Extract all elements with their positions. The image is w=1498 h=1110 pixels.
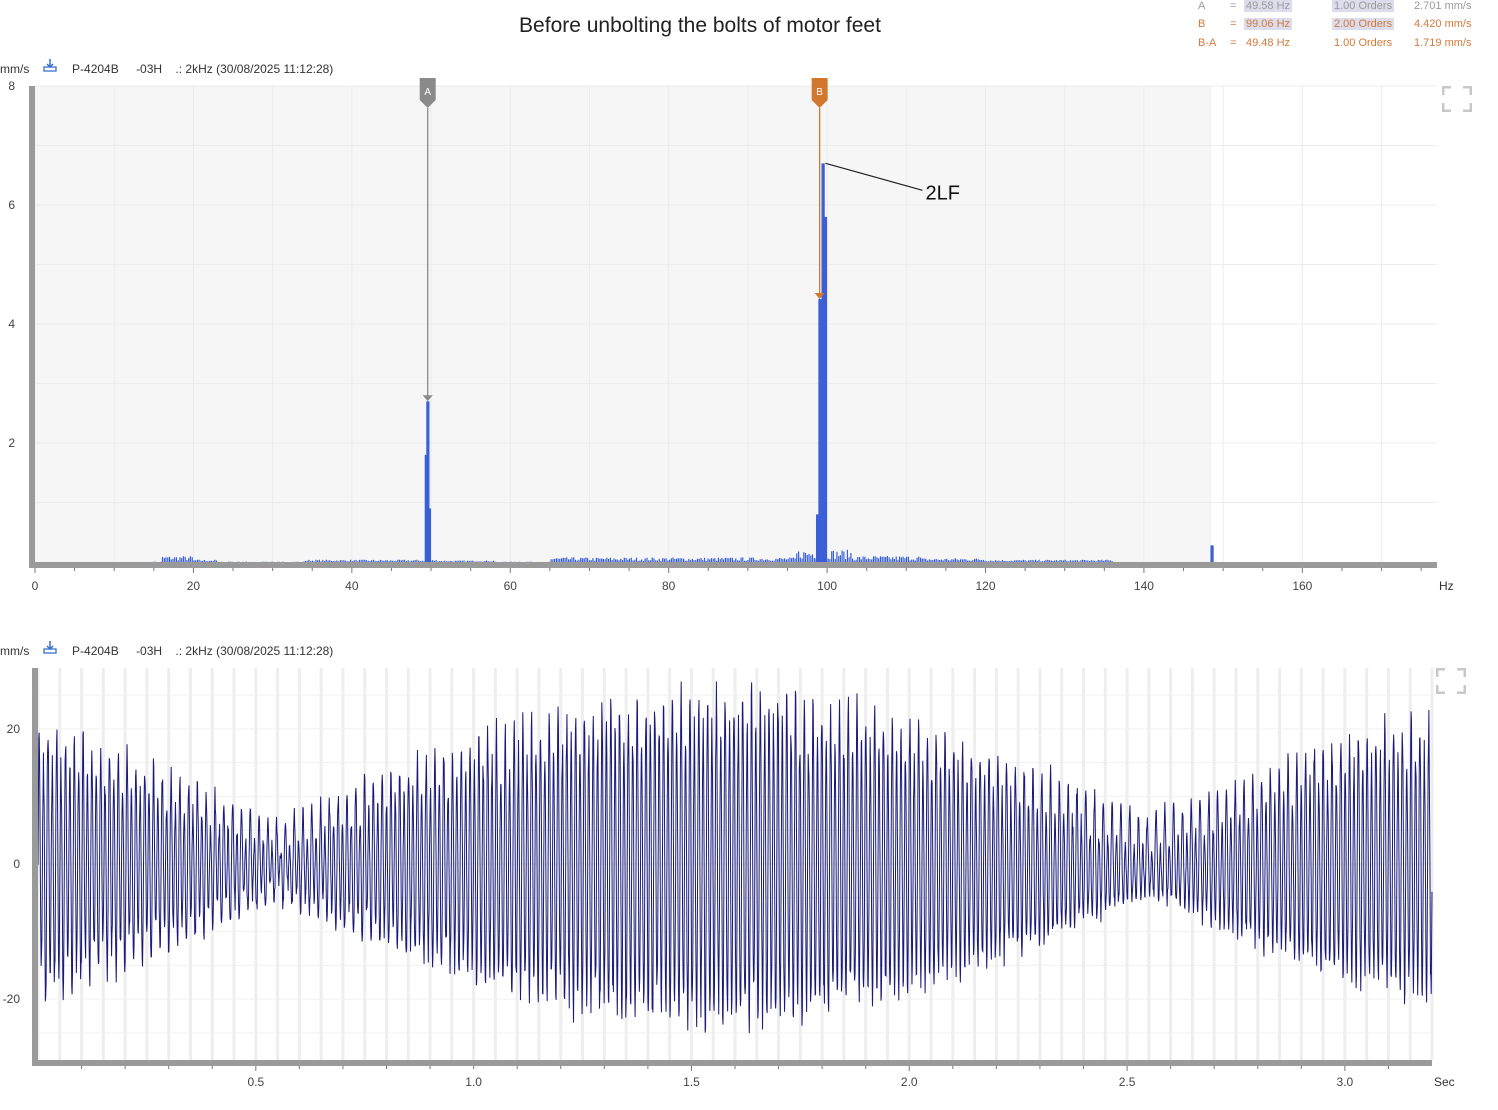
waveform-series-line [37, 681, 1433, 1033]
waveform-unit: mm/s [0, 643, 30, 658]
cursor-value: 4.420 mm/s [1414, 18, 1472, 30]
waveform-x-tick-label: 2.0 [901, 1075, 918, 1089]
cursor-value: 1.719 mm/s [1414, 37, 1472, 49]
spectrum-axes [29, 86, 1437, 573]
spectrum-annotation: 2LF [825, 162, 960, 204]
expand-icon[interactable] [1436, 668, 1466, 694]
cursor-name: B-A [1198, 37, 1217, 49]
chart-title: Before unbolting the bolts of motor feet [519, 14, 881, 37]
waveform-chart[interactable]: 0.5 1.0 1.5 2.0 2.5 3.0 -20 0 20 Sec [0, 658, 1498, 1098]
waveform-x-tick-label: 2.5 [1119, 1075, 1136, 1089]
cursor-arrow [422, 395, 433, 402]
cursor-row-b-minus-a: B-A = 49.48 Hz 1.00 Orders 1.719 mm/s [1192, 37, 1492, 53]
cursor-row-a: A = 49.58 Hz 1.00 Orders 2.701 mm/s [1192, 0, 1492, 16]
waveform-sensor: P-4204B [72, 643, 119, 658]
cursor-flag[interactable] [811, 78, 828, 108]
cursor-a[interactable]: A [419, 78, 436, 402]
spectrum-sensor: P-4204B [72, 61, 119, 76]
cursor-flag-label: B [816, 87, 823, 98]
waveform-x-tick-label: 0.5 [247, 1075, 264, 1089]
spectrum-x-tick-label: 140 [1134, 579, 1154, 593]
waveform-tick-labels: 0.5 1.0 1.5 2.0 2.5 3.0 -20 0 20 [3, 722, 1354, 1089]
cursor-value: 2.701 mm/s [1414, 0, 1472, 12]
spectrum-x-tick-label: 40 [345, 579, 359, 593]
waveform-x-tick-label: 3.0 [1337, 1075, 1354, 1089]
cursor-eq: = [1230, 0, 1237, 12]
cursor-b[interactable]: B [811, 78, 828, 300]
waveform-x-axis [32, 1060, 1432, 1066]
cursor-orders: 2.00 Orders [1332, 18, 1395, 30]
cursor-frequency: 49.48 Hz [1246, 37, 1291, 49]
waveform-y-tick-label: 0 [13, 857, 20, 871]
waveform-x-unit: Sec [1434, 1075, 1455, 1089]
cursor-arrow [814, 293, 825, 300]
cursor-name: A [1198, 0, 1206, 12]
waveform-y-tick-label: 20 [7, 722, 21, 736]
expand-icon[interactable] [1442, 86, 1472, 112]
spectrum-header: mm/s P-4204B -03H .: 2kHz (30/08/2025 11… [0, 58, 333, 76]
waveform-x-tick-label: 1.5 [683, 1075, 700, 1089]
spectrum-x-axis [29, 562, 1437, 568]
waveform-y-axis [32, 668, 38, 1064]
download-icon[interactable] [43, 640, 57, 654]
spectrum-y-tick-label: 6 [8, 198, 15, 212]
cursor-flag-label: A [424, 87, 431, 98]
spectrum-x-tick-label: 80 [662, 579, 676, 593]
waveform-x-tick-label: 1.0 [465, 1075, 482, 1089]
waveform-point: -03H [136, 643, 163, 658]
cursor-name: B [1198, 18, 1206, 30]
spectrum-peak-bar [823, 216, 828, 562]
cursor-orders: 1.00 Orders [1332, 0, 1395, 12]
spectrum-x-tick-label: 120 [975, 579, 995, 593]
cursor-eq: = [1230, 37, 1237, 49]
spectrum-x-tick-label: 0 [32, 579, 39, 593]
waveform-axes [32, 668, 1432, 1071]
spectrum-y-tick-label: 2 [8, 436, 15, 450]
spectrum-x-tick-label: 20 [187, 579, 201, 593]
annotation-leader-line [825, 162, 923, 191]
annotation-2lf: 2LF [926, 182, 960, 204]
spectrum-peaks [424, 163, 1214, 562]
cursor-flag[interactable] [419, 78, 436, 108]
waveform-header: mm/s P-4204B -03H .: 2kHz (30/08/2025 11… [0, 640, 333, 658]
cursor-frequency: 49.58 Hz [1244, 0, 1293, 12]
spectrum-peak-bar [815, 514, 820, 562]
cursor-frequency: 99.06 Hz [1244, 18, 1293, 30]
spectrum-x-tick-label: 60 [504, 579, 518, 593]
spectrum-x-tick-label: 100 [817, 579, 837, 593]
spectrum-peak-bar [818, 299, 822, 562]
cursor-row-b: B = 99.06 Hz 2.00 Orders 4.420 mm/s [1192, 18, 1492, 34]
waveform-y-tick-label: -20 [3, 992, 21, 1006]
spectrum-y-tick-label: 4 [8, 317, 15, 331]
spectrum-point: -03H [136, 61, 163, 76]
spectrum-x-unit: Hz [1439, 579, 1454, 593]
cursor-eq: = [1230, 18, 1237, 30]
spectrum-y-axis [29, 86, 35, 566]
spectrum-unit: mm/s [0, 61, 30, 76]
spectrum-x-tick-label: 160 [1292, 579, 1312, 593]
spectrum-info: .: 2kHz (30/08/2025 11:12:28) [175, 61, 334, 76]
spectrum-peak-bar [424, 454, 428, 562]
waveform-info: .: 2kHz (30/08/2025 11:12:28) [175, 643, 334, 658]
spectrum-peak-bar [1210, 545, 1214, 562]
spectrum-tick-labels: 0 20 40 60 80 100 120 140 160 2 4 6 8 [8, 79, 1312, 593]
spectrum-grid [34, 85, 1437, 562]
cursor-orders: 1.00 Orders [1334, 37, 1393, 49]
spectrum-y-tick-label: 8 [8, 79, 15, 93]
download-icon[interactable] [43, 58, 57, 72]
spectrum-peak-bar [821, 163, 825, 562]
spectrum-peak-bar [427, 508, 432, 562]
